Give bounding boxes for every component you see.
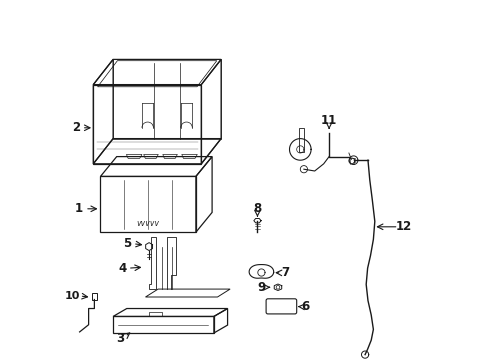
Text: vvvvv: vvvvv (136, 219, 160, 228)
Text: 11: 11 (320, 114, 337, 127)
Text: 8: 8 (253, 202, 261, 215)
Text: 7: 7 (281, 266, 288, 279)
Text: 10: 10 (64, 291, 80, 301)
Text: 9: 9 (257, 281, 265, 294)
Bar (298, 128, 303, 152)
Text: 4: 4 (118, 262, 126, 275)
Text: 5: 5 (122, 237, 131, 250)
Bar (92, 293, 97, 300)
Text: 6: 6 (300, 300, 308, 313)
Text: 3: 3 (116, 332, 124, 345)
Text: 2: 2 (72, 121, 80, 134)
Text: 12: 12 (395, 220, 411, 233)
Text: 1: 1 (75, 202, 83, 215)
